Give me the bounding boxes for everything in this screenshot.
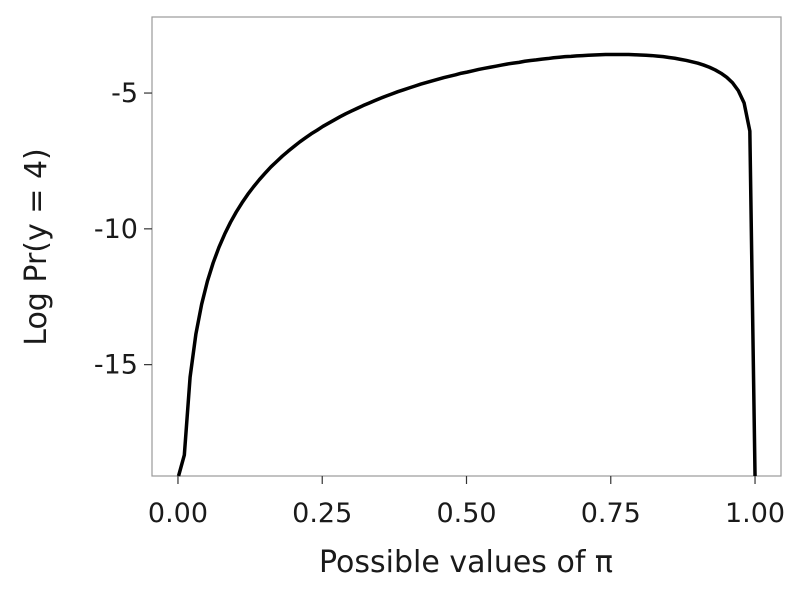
y-axis-tick-labels: -15 -10 -5 xyxy=(94,78,138,381)
y-tick-label: -15 xyxy=(94,350,138,381)
x-tick-label: 0.00 xyxy=(148,498,208,529)
plot-panel xyxy=(151,16,782,477)
x-axis-tick-labels: 0.00 0.25 0.50 0.75 1.00 xyxy=(148,498,785,529)
y-tick-label: -5 xyxy=(111,78,138,109)
x-tick-label: 0.75 xyxy=(581,498,641,529)
y-axis-title: Log Pr(y = 4) xyxy=(19,148,54,345)
x-tick-label: 0.25 xyxy=(292,498,352,529)
x-axis-title: Possible values of π xyxy=(319,545,613,580)
x-tick-label: 1.00 xyxy=(725,498,785,529)
x-tick-label: 0.50 xyxy=(436,498,496,529)
y-tick-label: -10 xyxy=(94,214,138,245)
x-axis-ticks xyxy=(177,476,756,484)
y-axis-ticks xyxy=(144,92,152,366)
series-line xyxy=(176,52,757,477)
